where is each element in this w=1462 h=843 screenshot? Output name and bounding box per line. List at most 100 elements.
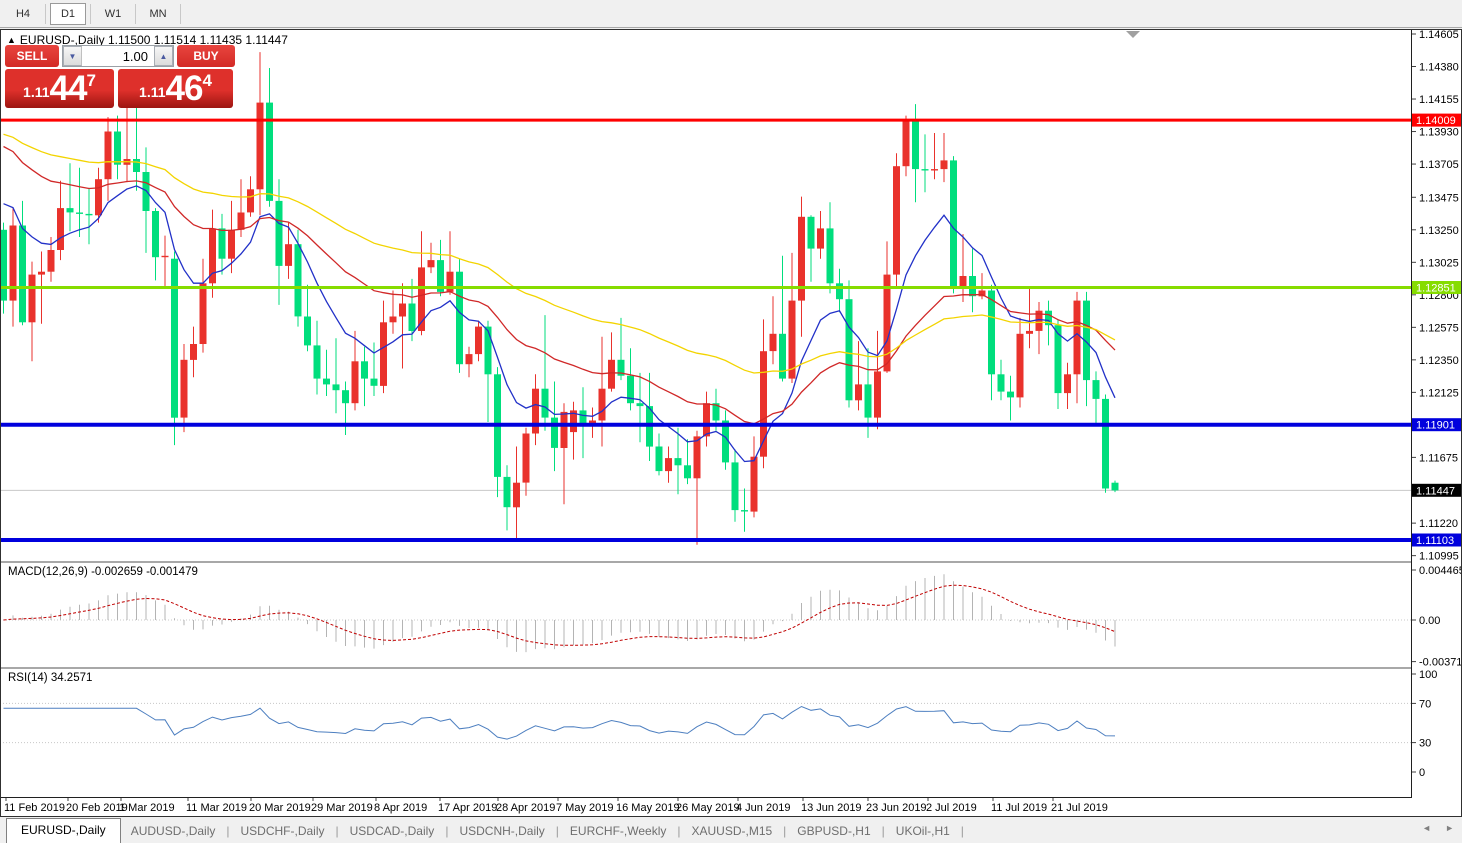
timeframe-button-h4[interactable]: H4 — [15, 7, 31, 20]
sell-price-pip: 7 — [86, 71, 96, 90]
svg-text:8 Apr 2019: 8 Apr 2019 — [374, 802, 427, 814]
chart-tab-eurusd-daily[interactable]: EURUSD-,Daily — [6, 818, 121, 843]
svg-text:1.11901: 1.11901 — [1416, 420, 1455, 432]
svg-text:100: 100 — [1419, 669, 1437, 681]
svg-text:4 Jun 2019: 4 Jun 2019 — [736, 802, 790, 814]
svg-text:1.12575: 1.12575 — [1419, 322, 1459, 334]
volume-decrease-icon[interactable]: ▼ — [63, 46, 82, 66]
svg-text:1.11675: 1.11675 — [1419, 452, 1458, 464]
svg-text:23 Jun 2019: 23 Jun 2019 — [866, 802, 927, 814]
tab-separator: | — [445, 824, 449, 838]
svg-text:0.004465: 0.004465 — [1419, 565, 1462, 577]
svg-text:20 Mar 2019: 20 Mar 2019 — [249, 802, 311, 814]
chart-ohlc-values: 1.11500 1.11514 1.11435 1.11447 — [107, 33, 288, 47]
buy-button[interactable]: BUY — [177, 45, 235, 67]
buy-price-pip: 4 — [202, 71, 212, 90]
svg-text:11 Jul 2019: 11 Jul 2019 — [991, 802, 1047, 814]
volume-input[interactable]: 1.00 — [122, 48, 148, 64]
svg-text:1.13930: 1.13930 — [1419, 127, 1459, 139]
svg-text:1.14009: 1.14009 — [1416, 115, 1456, 127]
svg-text:1.11103: 1.11103 — [1416, 535, 1454, 547]
svg-text:1.12851: 1.12851 — [1416, 283, 1456, 295]
timeframe-button-w1[interactable]: W1 — [104, 7, 122, 20]
ma-medium-line — [3, 145, 1116, 425]
svg-text:21 Jul 2019: 21 Jul 2019 — [1051, 802, 1108, 814]
svg-text:28 Apr 2019: 28 Apr 2019 — [496, 802, 555, 814]
one-click-trade-panel: SELL ▼ 1.00 ▲ BUY 1.11 44 7 1.11 46 4 — [5, 45, 235, 108]
svg-text:0.00: 0.00 — [1419, 615, 1440, 627]
toolbar-divider — [180, 3, 181, 24]
tab-scroll-right-icon[interactable]: ► — [1445, 823, 1454, 833]
svg-text:30: 30 — [1419, 738, 1431, 750]
tab-scroll-left-icon[interactable]: ◄ — [1422, 823, 1432, 833]
buy-price-prefix: 1.11 — [139, 84, 166, 100]
ma-fast-line — [3, 185, 1116, 463]
svg-text:16 May 2019: 16 May 2019 — [616, 802, 680, 814]
tab-separator: | — [881, 824, 885, 838]
svg-text:1.13475: 1.13475 — [1419, 192, 1459, 204]
svg-text:-0.003715: -0.003715 — [1419, 657, 1462, 669]
sell-price-prefix: 1.11 — [23, 84, 50, 100]
tab-separator: | — [960, 824, 964, 838]
svg-text:1.10995: 1.10995 — [1419, 551, 1459, 563]
timeframe-toolbar: H4 D1 W1 MN — [0, 0, 1462, 28]
svg-text:26 May 2019: 26 May 2019 — [676, 802, 740, 814]
svg-text:1.13025: 1.13025 — [1419, 257, 1459, 269]
toolbar-divider — [45, 3, 46, 24]
svg-text:17 Apr 2019: 17 Apr 2019 — [438, 802, 497, 814]
chart-tab-ukoil-h1[interactable]: UKOil-,H1 — [895, 824, 950, 838]
svg-text:70: 70 — [1419, 698, 1431, 710]
chart-shift-marker-icon — [1126, 31, 1140, 38]
svg-text:1.14605: 1.14605 — [1419, 29, 1459, 41]
svg-text:1.13705: 1.13705 — [1419, 159, 1459, 171]
chart-tab-bar: EURUSD-,Daily AUDUSD-,Daily | USDCHF-,Daily… — [0, 817, 1462, 843]
svg-text:2 Jul 2019: 2 Jul 2019 — [926, 802, 977, 814]
svg-text:1 Mar 2019: 1 Mar 2019 — [119, 802, 175, 814]
toolbar-divider — [90, 3, 91, 24]
chart-tab-xauusd-m15[interactable]: XAUUSD-,M15 — [691, 824, 773, 838]
svg-text:1.12350: 1.12350 — [1419, 355, 1459, 367]
one-click-trading-arrow-icon[interactable]: ▲ — [7, 35, 16, 45]
chart-tab-audusd-daily[interactable]: AUDUSD-,Daily — [130, 824, 216, 838]
sell-quote[interactable]: 1.11 44 7 — [5, 69, 114, 108]
rsi-indicator-label: RSI(14) 34.2571 — [8, 672, 93, 684]
svg-text:1.12125: 1.12125 — [1419, 387, 1459, 399]
tab-separator: | — [783, 824, 787, 838]
tab-scroll: ◄ ► — [1422, 823, 1454, 833]
tab-separator: | — [677, 824, 681, 838]
sell-button[interactable]: SELL — [5, 45, 59, 67]
toolbar-divider — [135, 3, 136, 24]
volume-stepper: ▼ 1.00 ▲ — [62, 45, 174, 67]
timeframe-button-d1[interactable]: D1 — [50, 2, 86, 25]
svg-text:29 Mar 2019: 29 Mar 2019 — [311, 802, 373, 814]
chart-tab-usdcnh-daily[interactable]: USDCNH-,Daily — [459, 824, 545, 838]
svg-text:11 Mar 2019: 11 Mar 2019 — [186, 802, 247, 814]
rsi-line — [3, 705, 1116, 740]
timeframe-button-mn[interactable]: MN — [149, 7, 167, 20]
price-axis[interactable]: 1.14605 1.14380 1.14155 1.13930 1.13705 1.134… — [1411, 29, 1462, 817]
svg-text:13 Jun 2019: 13 Jun 2019 — [801, 802, 862, 814]
macd-signal-line — [3, 584, 1116, 646]
tab-separator: | — [335, 824, 339, 838]
svg-text:1.14155: 1.14155 — [1419, 94, 1459, 106]
chart-tab-usdchf-daily[interactable]: USDCHF-,Daily — [240, 824, 325, 838]
volume-increase-icon[interactable]: ▲ — [154, 46, 173, 66]
buy-price-big: 46 — [165, 69, 204, 108]
chart-tab-usdcad-daily[interactable]: USDCAD-,Daily — [349, 824, 435, 838]
chart-tab-eurchf-weekly[interactable]: EURCHF-,Weekly — [569, 824, 667, 838]
chart-tab-gbpusd-h1[interactable]: GBPUSD-,H1 — [797, 824, 871, 838]
sell-price-big: 44 — [49, 69, 88, 108]
svg-text:20 Feb 2019: 20 Feb 2019 — [66, 802, 128, 814]
buy-quote[interactable]: 1.11 46 4 — [118, 69, 233, 108]
ma-slow-line — [3, 133, 1116, 374]
svg-text:1.14380: 1.14380 — [1419, 62, 1459, 74]
macd-histogram — [12, 574, 1116, 653]
svg-text:11 Feb 2019: 11 Feb 2019 — [4, 802, 65, 814]
svg-text:1.13250: 1.13250 — [1419, 225, 1459, 237]
svg-text:0: 0 — [1419, 767, 1425, 779]
svg-text:1.11220: 1.11220 — [1419, 518, 1458, 530]
chart-title: EURUSD-,Daily — [19, 33, 105, 47]
